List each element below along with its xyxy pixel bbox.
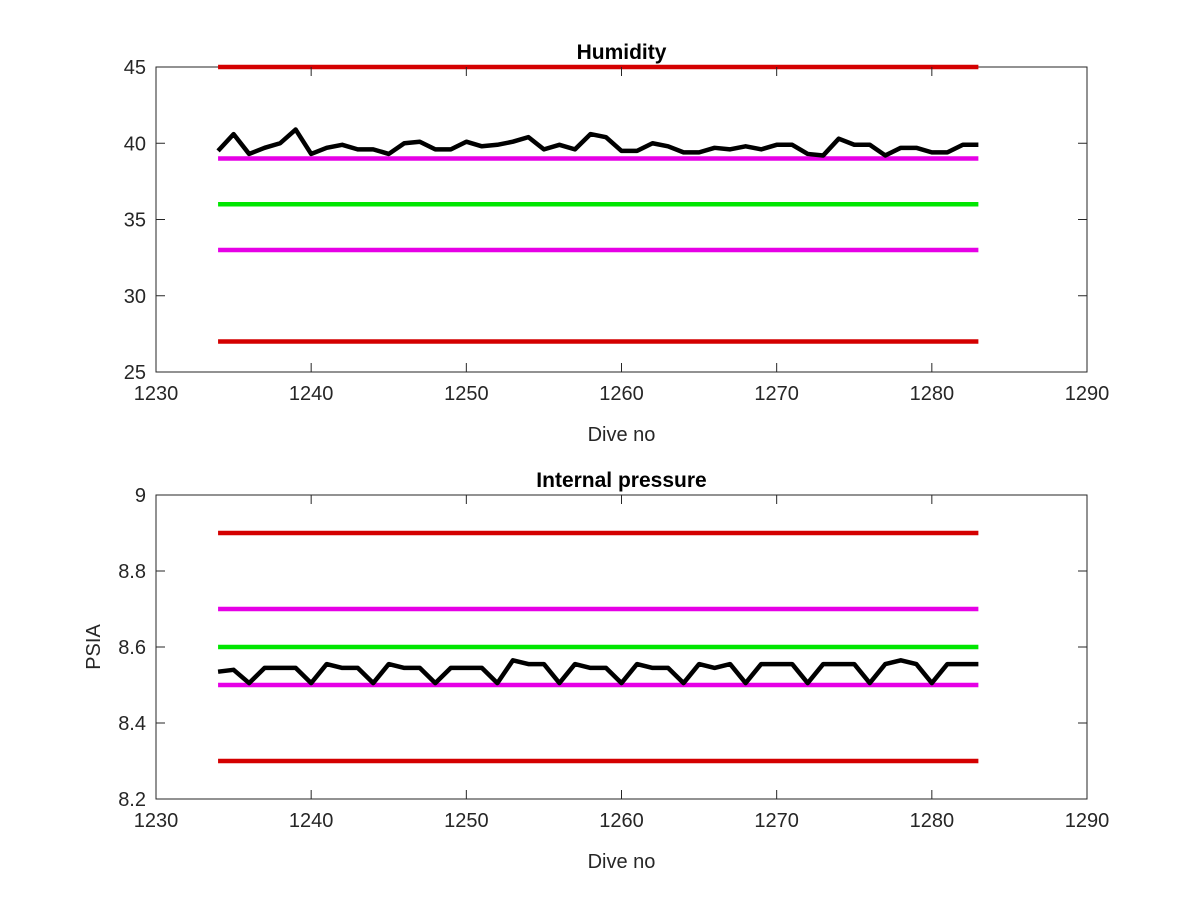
y-axis-label: PSIA: [83, 624, 105, 670]
chart-title: Internal pressure: [536, 469, 706, 492]
y-tick-label: 9: [135, 485, 146, 507]
y-tick-label: 8.4: [118, 713, 146, 735]
y-tick-label: 8.2: [118, 789, 146, 811]
data-series-line: [217, 658, 979, 686]
x-tick-label: 1230: [134, 810, 179, 832]
y-tick-label: 8.6: [118, 637, 146, 659]
data-series-line: [216, 127, 979, 158]
plot-area-frame: [155, 66, 1088, 373]
x-tick-label: 1280: [910, 810, 955, 832]
humidity-chart: 1230 1240 1250 1260 1270 1280 1290 25 30 35 40 45 Hu…: [124, 41, 1110, 446]
y-tick-label: 35: [124, 210, 146, 232]
x-tick-label: 1240: [289, 810, 334, 832]
y-tick-label: 40: [124, 133, 146, 155]
x-tick-label: 1290: [1065, 810, 1110, 832]
x-tick-label: 1260: [599, 810, 644, 832]
x-tick-label: 1280: [910, 383, 955, 405]
x-tick-label: 1290: [1065, 383, 1110, 405]
x-tick-label: 1250: [444, 383, 489, 405]
y-tick-label: 8.8: [118, 561, 146, 583]
x-tick-label: 1270: [754, 810, 799, 832]
chart-title: Humidity: [577, 41, 667, 64]
y-tick-label: 30: [124, 286, 146, 308]
y-tick-label: 45: [124, 57, 146, 79]
x-tick-label: 1240: [289, 383, 334, 405]
x-tick-label: 1260: [599, 383, 644, 405]
x-tick-label: 1270: [754, 383, 799, 405]
x-tick-label: 1250: [444, 810, 489, 832]
x-axis-label: Dive no: [588, 851, 656, 873]
x-tick-label: 1230: [134, 383, 179, 405]
x-axis-label: Dive no: [588, 424, 656, 446]
y-tick-label: 25: [124, 362, 146, 384]
internal-pressure-chart: 1230 1240 1250 1260 1270 1280 1290 8.2 8.4 8.6 8.8…: [83, 469, 1109, 873]
